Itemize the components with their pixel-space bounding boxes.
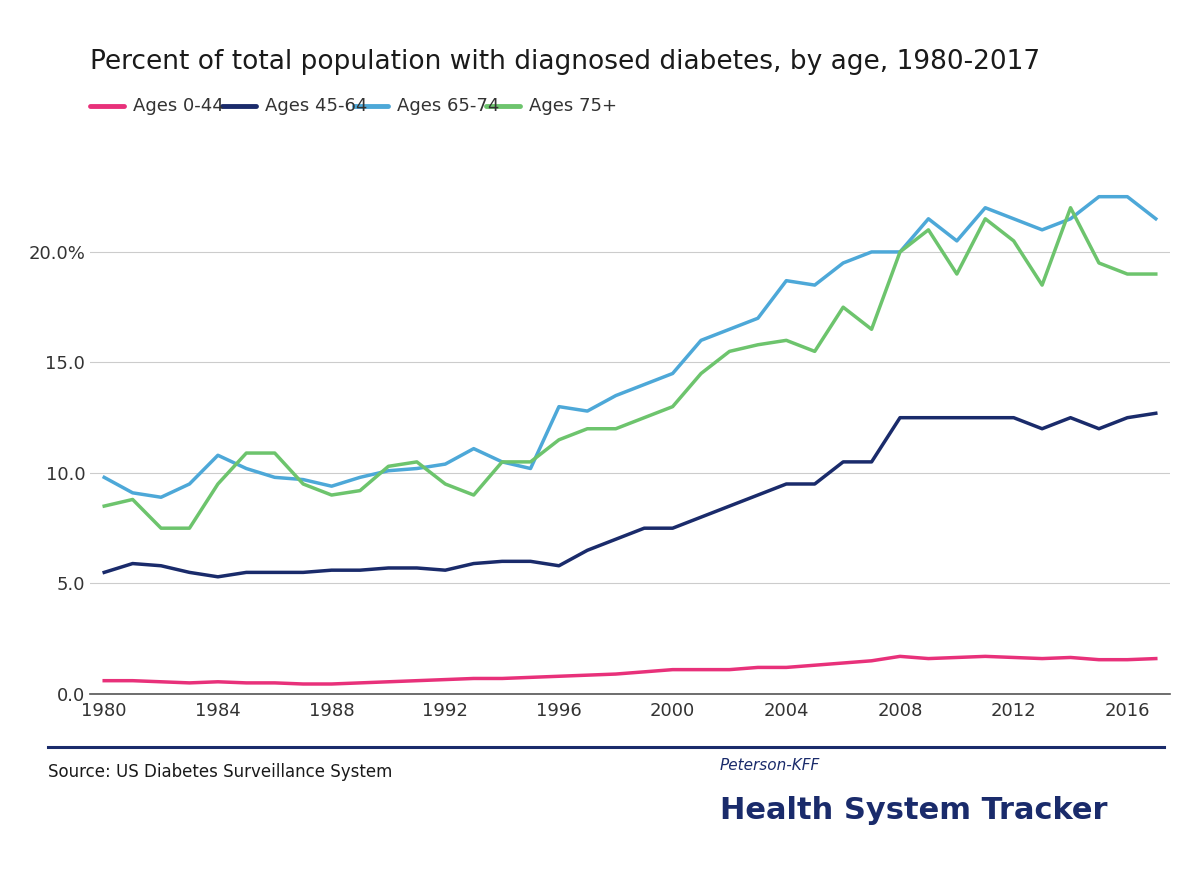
- Text: Source: US Diabetes Surveillance System: Source: US Diabetes Surveillance System: [48, 763, 392, 781]
- Text: Ages 75+: Ages 75+: [529, 97, 617, 115]
- Text: Percent of total population with diagnosed diabetes, by age, 1980-2017: Percent of total population with diagnos…: [90, 49, 1040, 74]
- Text: Ages 45-64: Ages 45-64: [265, 97, 367, 115]
- Text: Ages 65-74: Ages 65-74: [397, 97, 499, 115]
- Text: Ages 0-44: Ages 0-44: [133, 97, 224, 115]
- Text: Health System Tracker: Health System Tracker: [720, 796, 1108, 825]
- Text: Peterson-KFF: Peterson-KFF: [720, 758, 821, 773]
